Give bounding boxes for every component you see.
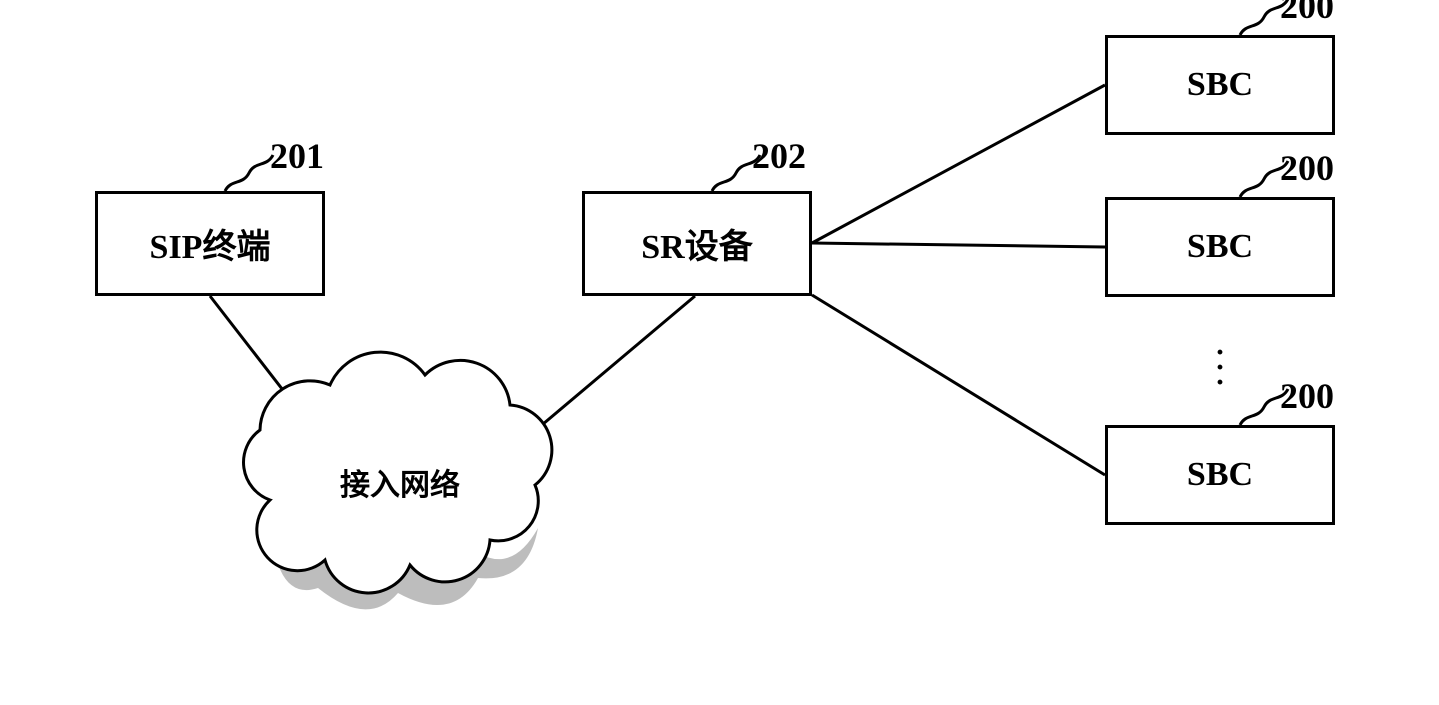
sip-terminal-label: SIP终端: [150, 219, 271, 268]
sr-device-label: SR设备: [641, 219, 752, 268]
ref-200-2: 200: [1280, 147, 1334, 189]
sbc-box-2: SBC: [1105, 197, 1335, 297]
ref-201: 201: [270, 135, 324, 177]
sbc-2-label: SBC: [1187, 228, 1253, 266]
sbc-3-label: SBC: [1187, 456, 1253, 494]
ref-200-3: 200: [1280, 375, 1334, 417]
sbc-box-1: SBC: [1105, 35, 1335, 135]
sbc-1-label: SBC: [1187, 66, 1253, 104]
ref-200-1: 200: [1280, 0, 1334, 27]
sbc-box-3: SBC: [1105, 425, 1335, 525]
cloud-label: 接入网络: [340, 460, 460, 504]
ref-202: 202: [752, 135, 806, 177]
sip-terminal-box: SIP终端: [95, 191, 325, 296]
vertical-ellipsis: ···: [1215, 345, 1225, 390]
sr-device-box: SR设备: [582, 191, 812, 296]
